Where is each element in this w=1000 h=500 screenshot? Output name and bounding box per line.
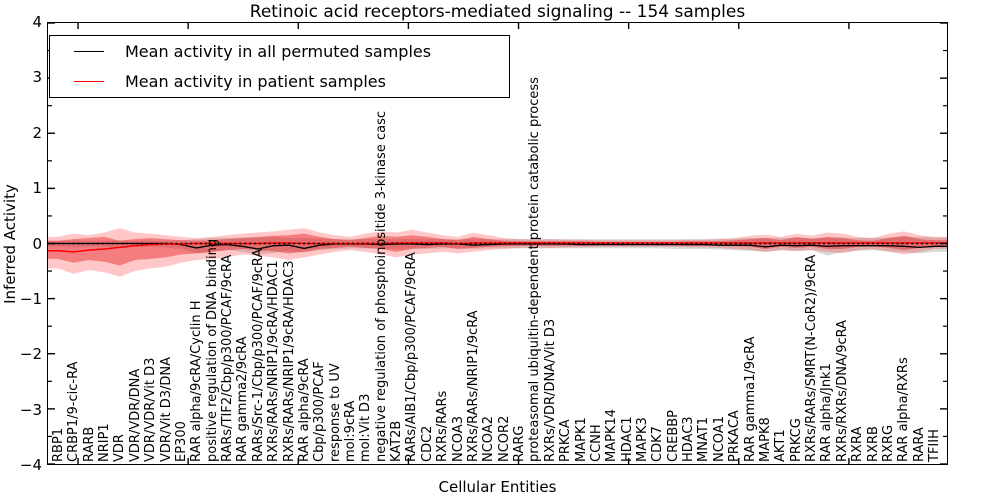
x-tick-label: RAR alpha/Jnk1 xyxy=(819,363,835,462)
y-tick-label: −4 xyxy=(19,456,42,474)
y-tick-label: −3 xyxy=(19,400,42,419)
x-tick-label: response to UV xyxy=(327,363,343,462)
x-tick-label: mol:Vit D3 xyxy=(358,393,374,462)
x-tick-label: NCOR2 xyxy=(496,415,512,462)
x-tick-label: RXRA xyxy=(850,426,866,462)
x-tick-label: RXRG xyxy=(880,424,896,462)
legend: Mean activity in all permuted samples Me… xyxy=(49,35,510,98)
x-tick-label: RARs/TIF2/Cbp/p300/PCAF/9cRA xyxy=(220,254,236,462)
x-tick-label: TFIIH xyxy=(927,429,942,462)
y-tick-label: 3 xyxy=(32,68,42,87)
x-tick-label: CREBBP xyxy=(665,410,681,462)
x-tick-label: proteasomal ubiquitin-dependent protein … xyxy=(527,77,543,462)
x-tick-label: RXRs/RARs/NRIP1/9cRA xyxy=(465,310,481,462)
x-tick-label: RXRs/RARs/SMRT(N-CoR2)/9cRA xyxy=(804,254,820,462)
x-tick-label: negative regulation of phosphoinositide … xyxy=(373,111,389,462)
x-tick-label: MAPK14 xyxy=(604,408,620,462)
x-tick-label: HDAC3 xyxy=(681,416,697,462)
legend-item-permuted: Mean activity in all permuted samples xyxy=(50,37,509,65)
x-tick-label: MAPK8 xyxy=(757,417,773,462)
legend-line-patient-icon xyxy=(74,81,104,83)
x-tick-label: RBP1 xyxy=(51,427,66,462)
x-tick-label: RARs/AIB1/Cbp/p300/PCAF/9cRA xyxy=(404,252,420,462)
x-tick-label: AKT1 xyxy=(773,429,789,462)
y-tick-label: −1 xyxy=(19,289,42,308)
x-tick-label: HDAC1 xyxy=(619,416,635,462)
x-tick-label: PRKCG xyxy=(788,418,804,462)
x-tick-label: MAPK1 xyxy=(573,417,589,462)
x-tick-label: VDR xyxy=(112,434,128,462)
chart-title: Retinoic acid receptors-mediated signali… xyxy=(249,2,746,22)
x-tick-label: RAR alpha/9cRA xyxy=(296,358,312,462)
x-tick-label: RXRs/RARs xyxy=(435,390,451,462)
x-tick-label: RXRs/RARs/NRIP1/9cRA/HDAC3 xyxy=(281,260,297,462)
y-tick-label: 0 xyxy=(32,234,42,253)
x-tick-label: NCOA3 xyxy=(450,416,466,462)
legend-line-permuted-icon xyxy=(74,50,104,52)
x-tick-label: RAR alpha/RXRs xyxy=(896,357,912,462)
y-tick-label: −2 xyxy=(19,345,42,364)
legend-item-patient: Mean activity in patient samples xyxy=(50,68,509,96)
x-tick-label: RARs/Src-1/Cbp/p300/PCAF/9cRA xyxy=(250,248,266,462)
x-tick-label: NCOA2 xyxy=(481,416,497,462)
x-tick-label: RAR gamma1/9cRA xyxy=(742,336,758,462)
x-tick-label: CDK7 xyxy=(650,426,666,462)
x-tick-label: RXRs/RXRs/DNA/9cRA xyxy=(834,319,850,462)
x-tick-label: MNAT1 xyxy=(696,416,712,462)
x-tick-label: EP300 xyxy=(173,421,189,462)
band-patient_band_inner xyxy=(48,233,947,266)
x-tick-label: NCOA1 xyxy=(711,416,727,462)
y-tick-label: 1 xyxy=(32,179,42,198)
x-tick-label: RAR gamma2/9cRA xyxy=(235,336,251,462)
x-tick-label: CDC2 xyxy=(419,425,435,462)
x-tick-label: RAR alpha/9cRA/Cyclin H xyxy=(189,300,205,462)
legend-label-permuted: Mean activity in all permuted samples xyxy=(125,41,432,61)
x-tick-label: PRKCA xyxy=(558,419,574,462)
x-tick-label: mol:9cRA xyxy=(343,400,358,462)
x-tick-label: RARG xyxy=(512,425,528,462)
x-tick-label: CCNH xyxy=(588,424,604,462)
legend-label-patient: Mean activity in patient samples xyxy=(125,72,386,92)
x-tick-label: KAT2B xyxy=(389,420,405,462)
y-tick-label: 2 xyxy=(32,123,42,142)
plot-area xyxy=(47,22,948,465)
chart-canvas xyxy=(48,23,947,464)
x-tick-label: RXRs/RARs/NRIP1/9cRA/HDAC1 xyxy=(266,260,282,462)
x-tick-label: NRIP1 xyxy=(97,423,113,462)
x-tick-label: RXRB xyxy=(865,426,881,462)
x-tick-label: Cbp/p300/PCAF xyxy=(312,361,328,462)
x-axis-label: Cellular Entities xyxy=(438,478,557,496)
x-tick-label: MAPK3 xyxy=(635,417,650,462)
y-tick-label: 4 xyxy=(32,13,42,31)
x-tick-label: positive regulation of DNA binding xyxy=(204,238,220,462)
band-permuted_band xyxy=(48,236,947,256)
band-patient_band_outer xyxy=(48,228,947,277)
x-tick-label: RXRs/VDR/DNA/Vit D3 xyxy=(542,318,558,462)
x-tick-label: PRKACA xyxy=(727,410,743,462)
x-tick-label: CRBP1/9-cic-RA xyxy=(66,361,82,462)
x-tick-label: VDR/VDR/DNA xyxy=(127,368,143,462)
x-tick-label: RARB xyxy=(81,426,97,462)
x-tick-label: RARA xyxy=(911,427,927,462)
permuted-mean-line xyxy=(48,242,947,250)
x-tick-label: VDR/VDR/Vit D3 xyxy=(143,357,159,462)
x-tick-label: VDR/Vit D3/DNA xyxy=(158,356,174,462)
